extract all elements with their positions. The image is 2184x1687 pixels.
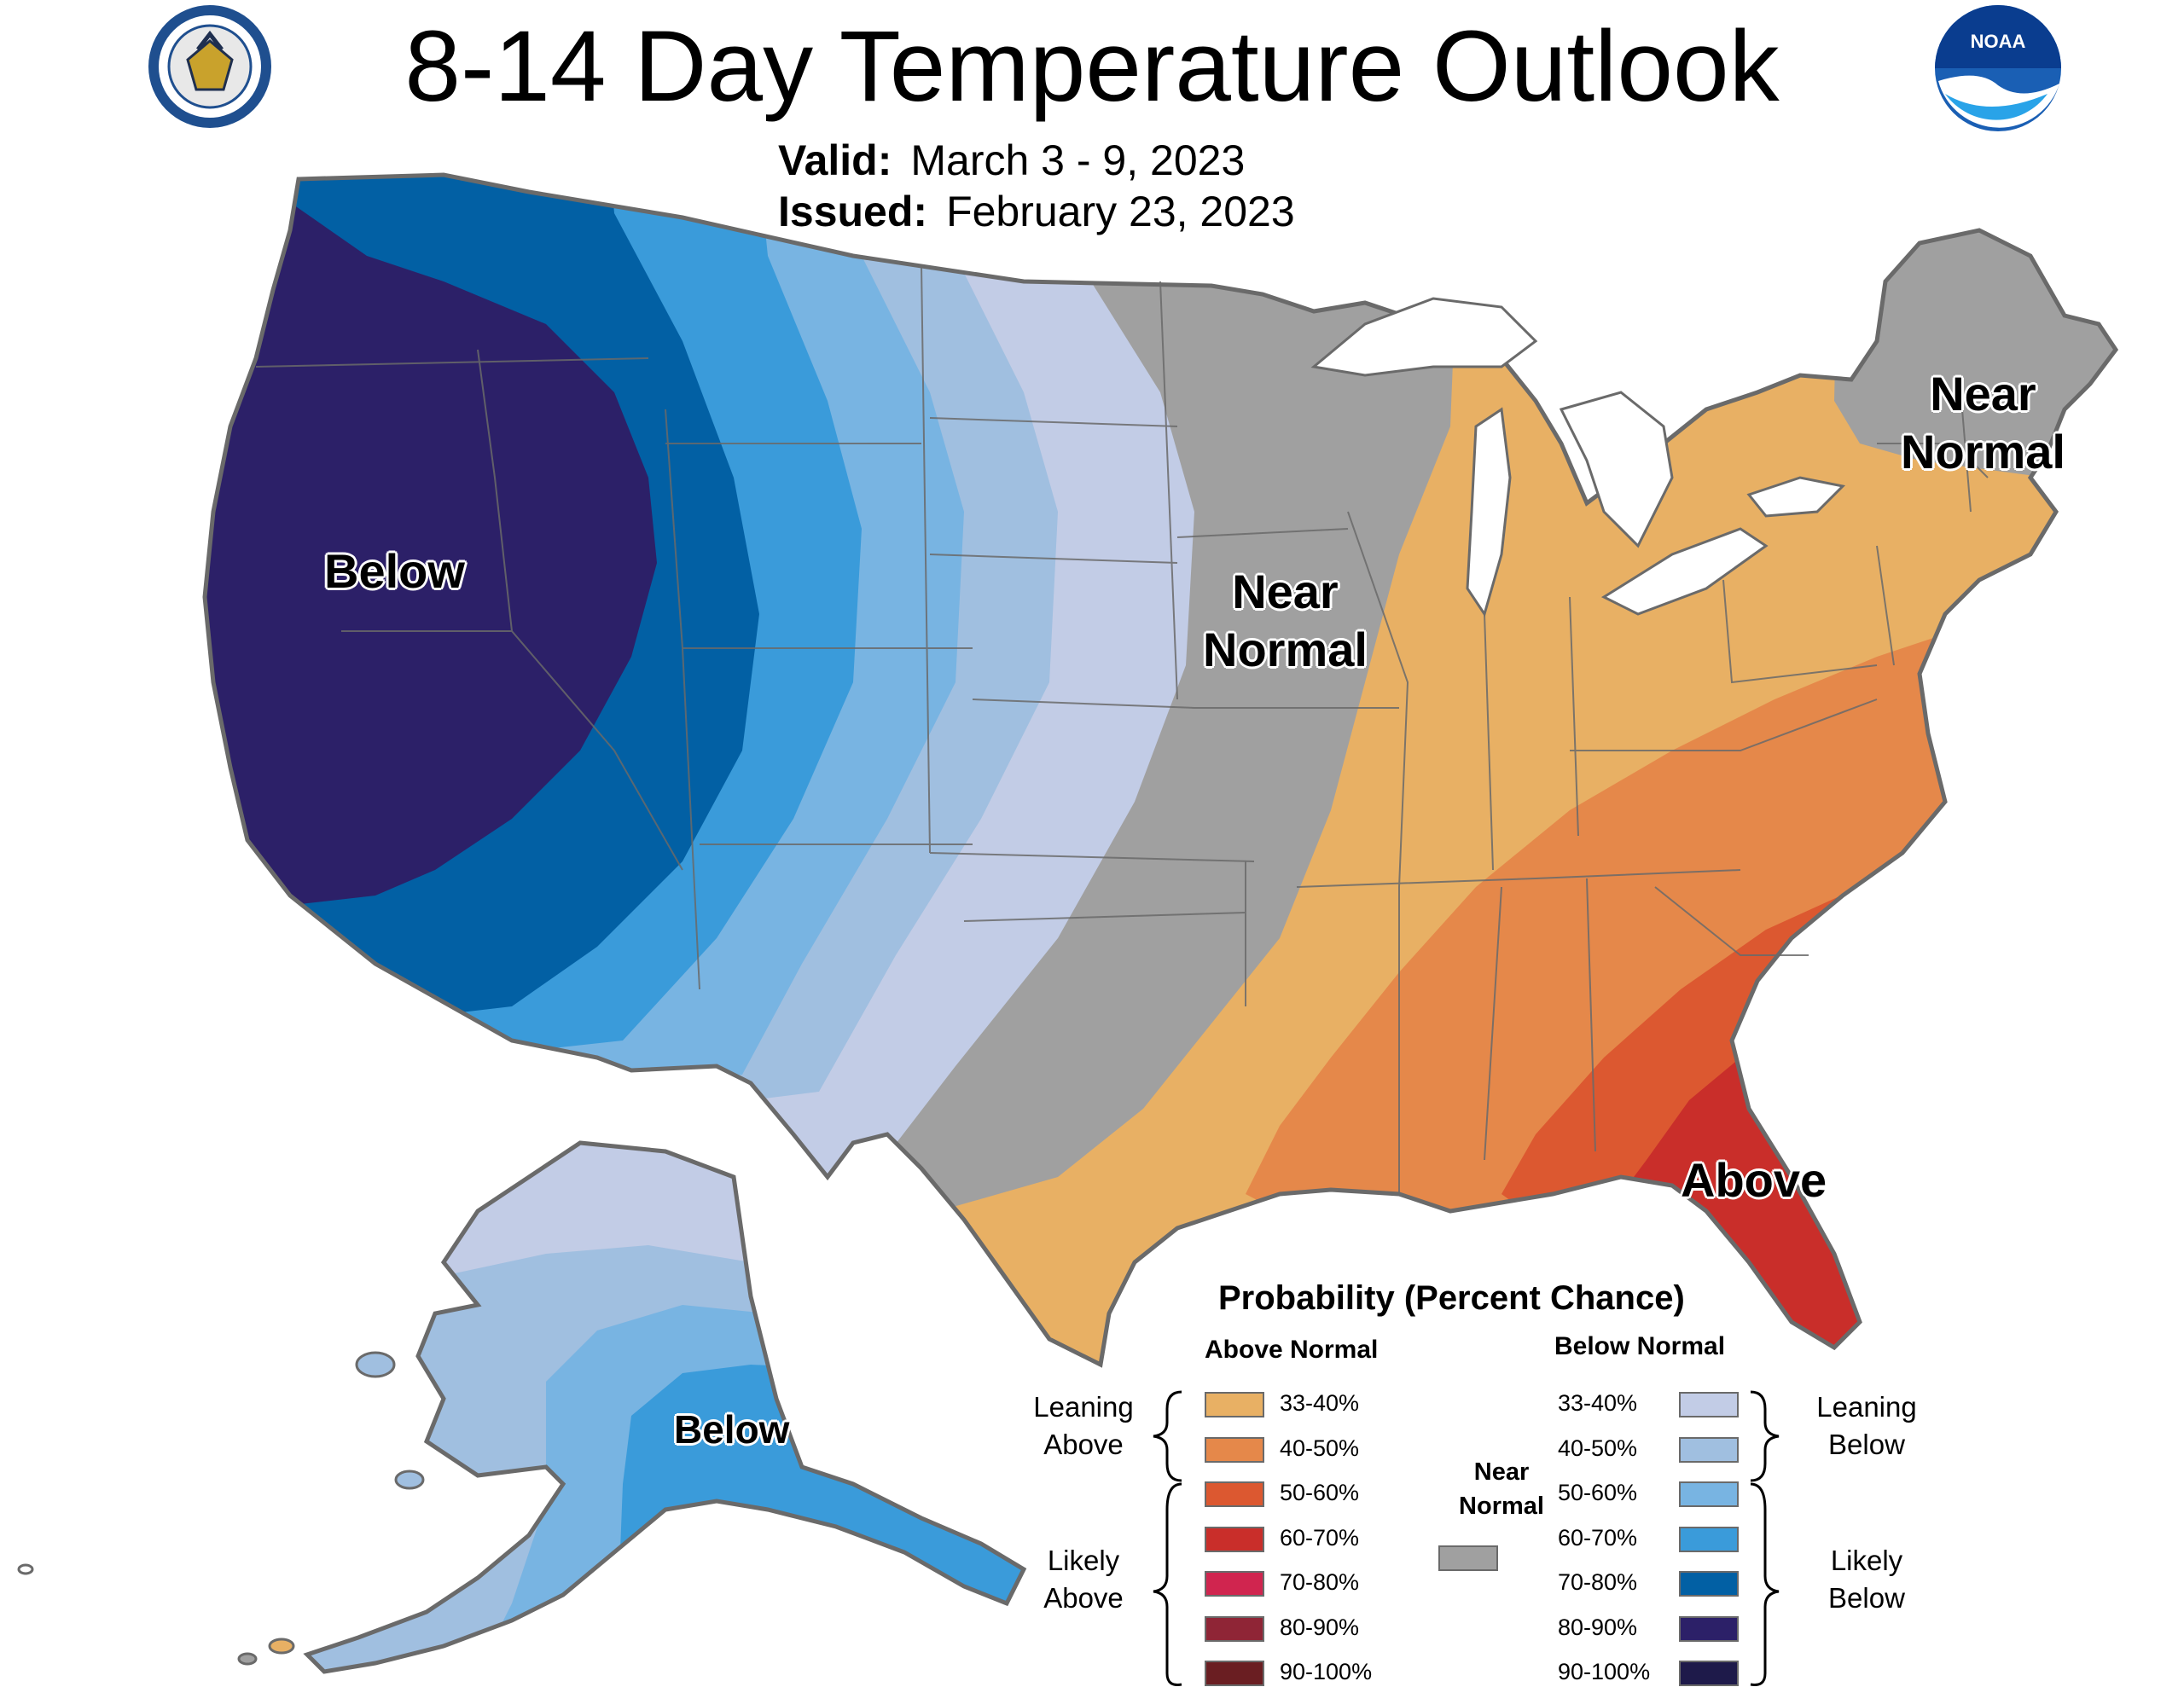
below-swatch — [1679, 1392, 1739, 1417]
below-range-label: 90-100% — [1558, 1659, 1651, 1684]
lake-huron — [1559, 391, 1674, 548]
above-range-label: 80-90% — [1280, 1614, 1360, 1640]
above-range-label: 90-100% — [1280, 1659, 1373, 1684]
legend-leaning-below: Leaning Below — [1816, 1391, 1917, 1460]
above-range-label: 33-40% — [1280, 1390, 1360, 1416]
issued-value: February 23, 2023 — [946, 188, 1295, 235]
lake-ontario — [1746, 476, 1846, 518]
above-swatch — [1205, 1661, 1264, 1686]
valid-value: March 3 - 9, 2023 — [910, 136, 1246, 184]
state-lines — [255, 264, 1989, 1194]
issued-label: Issued: — [778, 188, 928, 235]
above-swatch — [1205, 1526, 1264, 1552]
legend-above-header: Above Normal — [1205, 1336, 1379, 1364]
legend-title: Probability (Percent Chance) — [1218, 1279, 1685, 1317]
below-range-label: 33-40% — [1558, 1390, 1638, 1416]
above-swatch — [1205, 1436, 1264, 1463]
above-range-label: 50-60% — [1280, 1480, 1360, 1505]
valid-label: Valid: — [778, 136, 892, 184]
lake-erie — [1600, 527, 1769, 616]
legend-swatch-near-normal — [1438, 1545, 1498, 1571]
lake-michigan — [1466, 407, 1512, 617]
below-swatch — [1679, 1571, 1739, 1597]
label-near-normal-central: Near Normal — [1203, 565, 1368, 676]
below-range-label: 70-80% — [1558, 1569, 1638, 1595]
department-of-commerce-seal — [148, 5, 271, 128]
above-swatch — [1205, 1392, 1264, 1417]
below-swatch — [1679, 1661, 1739, 1686]
issued-date: Issued: February 23, 2023 — [778, 186, 1295, 237]
below-swatch — [1679, 1436, 1739, 1463]
label-below-alaska: Below — [674, 1407, 790, 1452]
alaska-outline — [303, 1140, 1027, 1674]
legend-leaning-above: Leaning Above — [1033, 1391, 1134, 1460]
lake-superior — [1310, 297, 1538, 377]
zone-below-80-90 — [205, 175, 657, 938]
legend-likely-below: Likely Below — [1828, 1545, 1905, 1614]
legend-likely-above: Likely Above — [1043, 1545, 1124, 1614]
great-lakes — [1310, 297, 1846, 617]
below-range-label: 50-60% — [1558, 1480, 1638, 1505]
page-title: 8-14 Day Temperature Outlook — [404, 10, 1780, 123]
noaa-logo-text: NOAA — [1970, 31, 2026, 52]
above-range-label: 40-50% — [1280, 1435, 1360, 1461]
below-swatch — [1679, 1615, 1739, 1642]
below-range-label: 40-50% — [1558, 1435, 1638, 1461]
label-below-west: Below — [324, 544, 465, 598]
legend-below-header: Below Normal — [1554, 1332, 1726, 1360]
below-range-label: 80-90% — [1558, 1614, 1638, 1640]
below-swatch — [1679, 1481, 1739, 1507]
above-range-label: 70-80% — [1280, 1569, 1360, 1595]
above-range-label: 60-70% — [1280, 1524, 1360, 1551]
label-near-normal-northeast: Near Normal — [1901, 367, 2065, 478]
above-swatch — [1205, 1615, 1264, 1642]
label-above-southeast: Above — [1681, 1153, 1827, 1207]
below-range-label: 60-70% — [1558, 1524, 1638, 1551]
noaa-logo — [1935, 5, 2061, 131]
above-swatch — [1205, 1571, 1264, 1597]
above-swatch — [1205, 1481, 1264, 1507]
below-swatch — [1679, 1526, 1739, 1552]
alaska-islands — [17, 1351, 425, 1666]
legend-near-normal: Near Normal — [1459, 1458, 1544, 1520]
valid-dates: Valid: March 3 - 9, 2023 — [778, 135, 1245, 186]
